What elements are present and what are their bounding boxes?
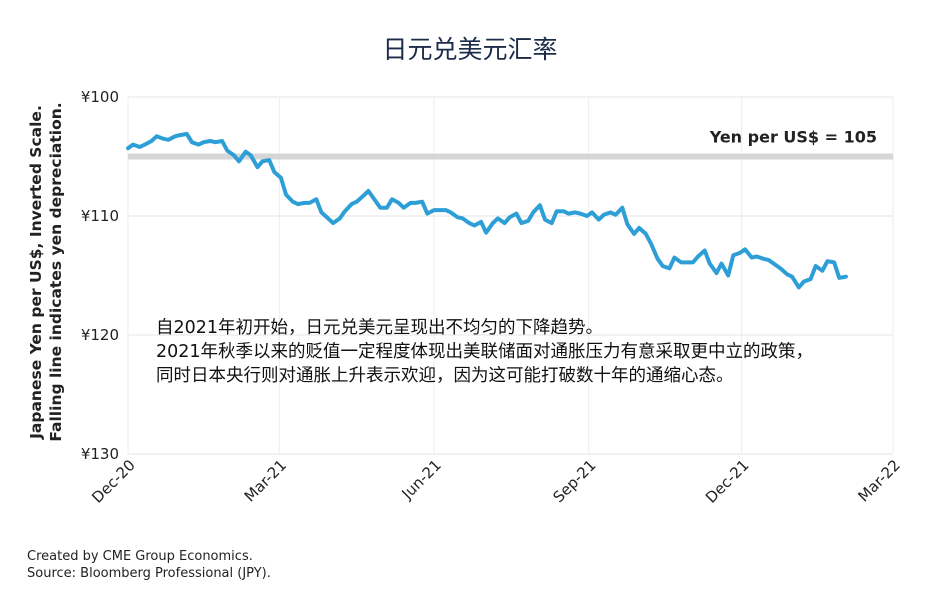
reference-line-label: Yen per US$ = 105 <box>709 128 877 147</box>
x-tick-label: Mar-22 <box>854 456 903 505</box>
chart-annotation: 自2021年初开始，日元兑美元呈现出不均匀的下降趋势。 2021年秋季以来的贬值… <box>156 316 813 388</box>
x-tick-label: Jun-21 <box>397 456 444 503</box>
footer: Created by CME Group Economics. Source: … <box>27 548 271 582</box>
x-tick-labels: Dec-20 Mar-21 Jun-21 Sep-21 Dec-21 Mar-22 <box>88 456 904 507</box>
annotation-line-1: 自2021年初开始，日元兑美元呈现出不均匀的下降趋势。 <box>156 318 604 338</box>
chart-title: 日元兑美元汇率 <box>382 35 558 64</box>
y-axis-title-line-1: Japanese Yen per US$, Inverted Scale. <box>27 105 45 440</box>
x-tick-label: Sep-21 <box>549 456 599 506</box>
y-tick-label: ¥120 <box>81 326 119 344</box>
annotation-line-2: 2021年秋季以来的贬值一定程度体现出美联储面对通胀压力有意采取更中立的政策， <box>156 342 814 362</box>
annotation-line-3: 同时日本央行则对通胀上升表示欢迎，因为这可能打破数十年的通缩心态。 <box>156 366 734 386</box>
y-tick-label: ¥100 <box>81 88 119 106</box>
series-line-jpy <box>126 131 848 290</box>
footer-credit: Created by CME Group Economics. <box>27 549 253 564</box>
series-group <box>126 131 848 290</box>
gridlines <box>127 96 894 455</box>
x-tick-label: Dec-21 <box>702 456 753 507</box>
reference-line-group: Yen per US$ = 105 <box>128 128 893 160</box>
y-tick-label: ¥110 <box>81 207 119 225</box>
x-tick-label: Dec-20 <box>88 456 139 507</box>
y-tick-labels: ¥100 ¥110 ¥120 ¥130 <box>81 88 119 463</box>
x-tick-label: Mar-21 <box>241 456 290 505</box>
y-axis-title: Japanese Yen per US$, Inverted Scale. Fa… <box>27 102 65 441</box>
footer-source: Source: Bloomberg Professional (JPY). <box>27 566 271 581</box>
y-tick-label: ¥130 <box>81 445 119 463</box>
y-axis-title-line-2: Falling line indicates yen depreciation. <box>47 102 65 441</box>
